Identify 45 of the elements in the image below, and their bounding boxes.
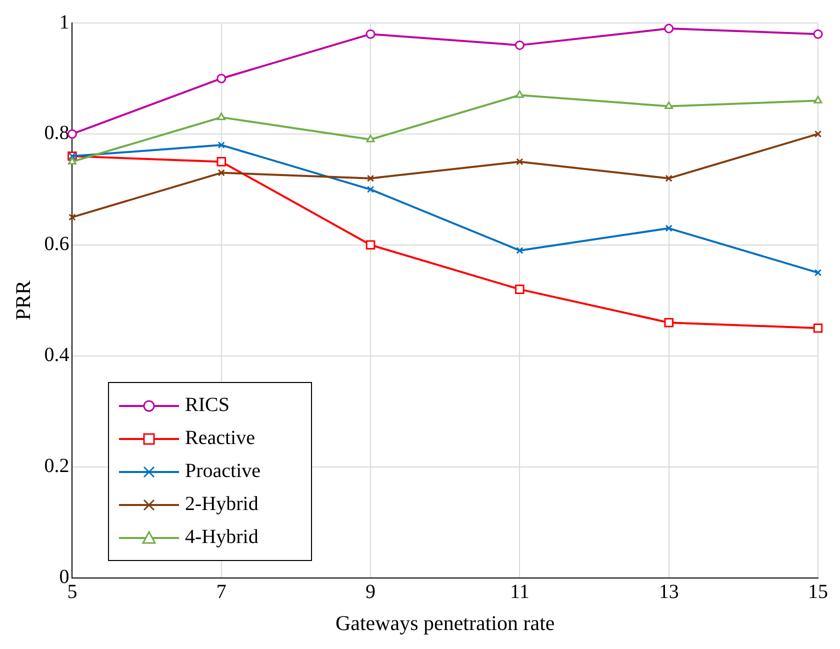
y-tick-label: 0.6: [44, 233, 70, 256]
legend-label: 2-Hybrid: [185, 493, 258, 516]
point: [515, 284, 524, 294]
legend-label: 4-Hybrid: [185, 526, 258, 549]
point: [665, 224, 672, 232]
legend-label: Proactive: [185, 460, 261, 483]
point: [516, 246, 524, 254]
y-tick-label: 0.8: [44, 122, 70, 144]
point: [218, 141, 225, 149]
x-tick-label: 15: [808, 581, 828, 604]
point: [515, 90, 524, 98]
x-axis-title: Gateways penetration rate: [335, 610, 555, 635]
legend-label: Reactive: [185, 427, 255, 450]
y-tick-label: 1: [59, 11, 70, 34]
x-tick-label: 11: [510, 581, 530, 604]
legend-label: RICS: [185, 394, 230, 417]
point: [665, 174, 672, 182]
point: [366, 134, 375, 142]
point: [68, 214, 76, 221]
point: [216, 157, 226, 166]
point: [218, 169, 225, 176]
point: [216, 74, 226, 84]
point: [366, 174, 374, 182]
x-tick-label: 5: [67, 581, 78, 604]
point: [217, 112, 226, 120]
point: [664, 318, 674, 328]
y-tick-label: 0.2: [44, 455, 70, 478]
x-tick-label: 13: [658, 581, 679, 604]
point: [813, 29, 823, 39]
x-tick-label: 9: [366, 581, 376, 604]
y-axis-title: PRR: [11, 280, 36, 320]
point: [366, 29, 376, 39]
point: [664, 101, 674, 109]
point: [366, 240, 376, 250]
point: [813, 324, 823, 333]
point: [814, 96, 822, 104]
point: [514, 40, 524, 50]
point: [814, 269, 822, 276]
point: [366, 186, 374, 194]
x-tick-label: 7: [216, 581, 226, 604]
point: [664, 24, 674, 34]
y-tick-label: 0: [59, 566, 70, 588]
y-tick-label: 0.4: [44, 344, 70, 366]
point: [516, 158, 524, 166]
point: [814, 130, 822, 138]
